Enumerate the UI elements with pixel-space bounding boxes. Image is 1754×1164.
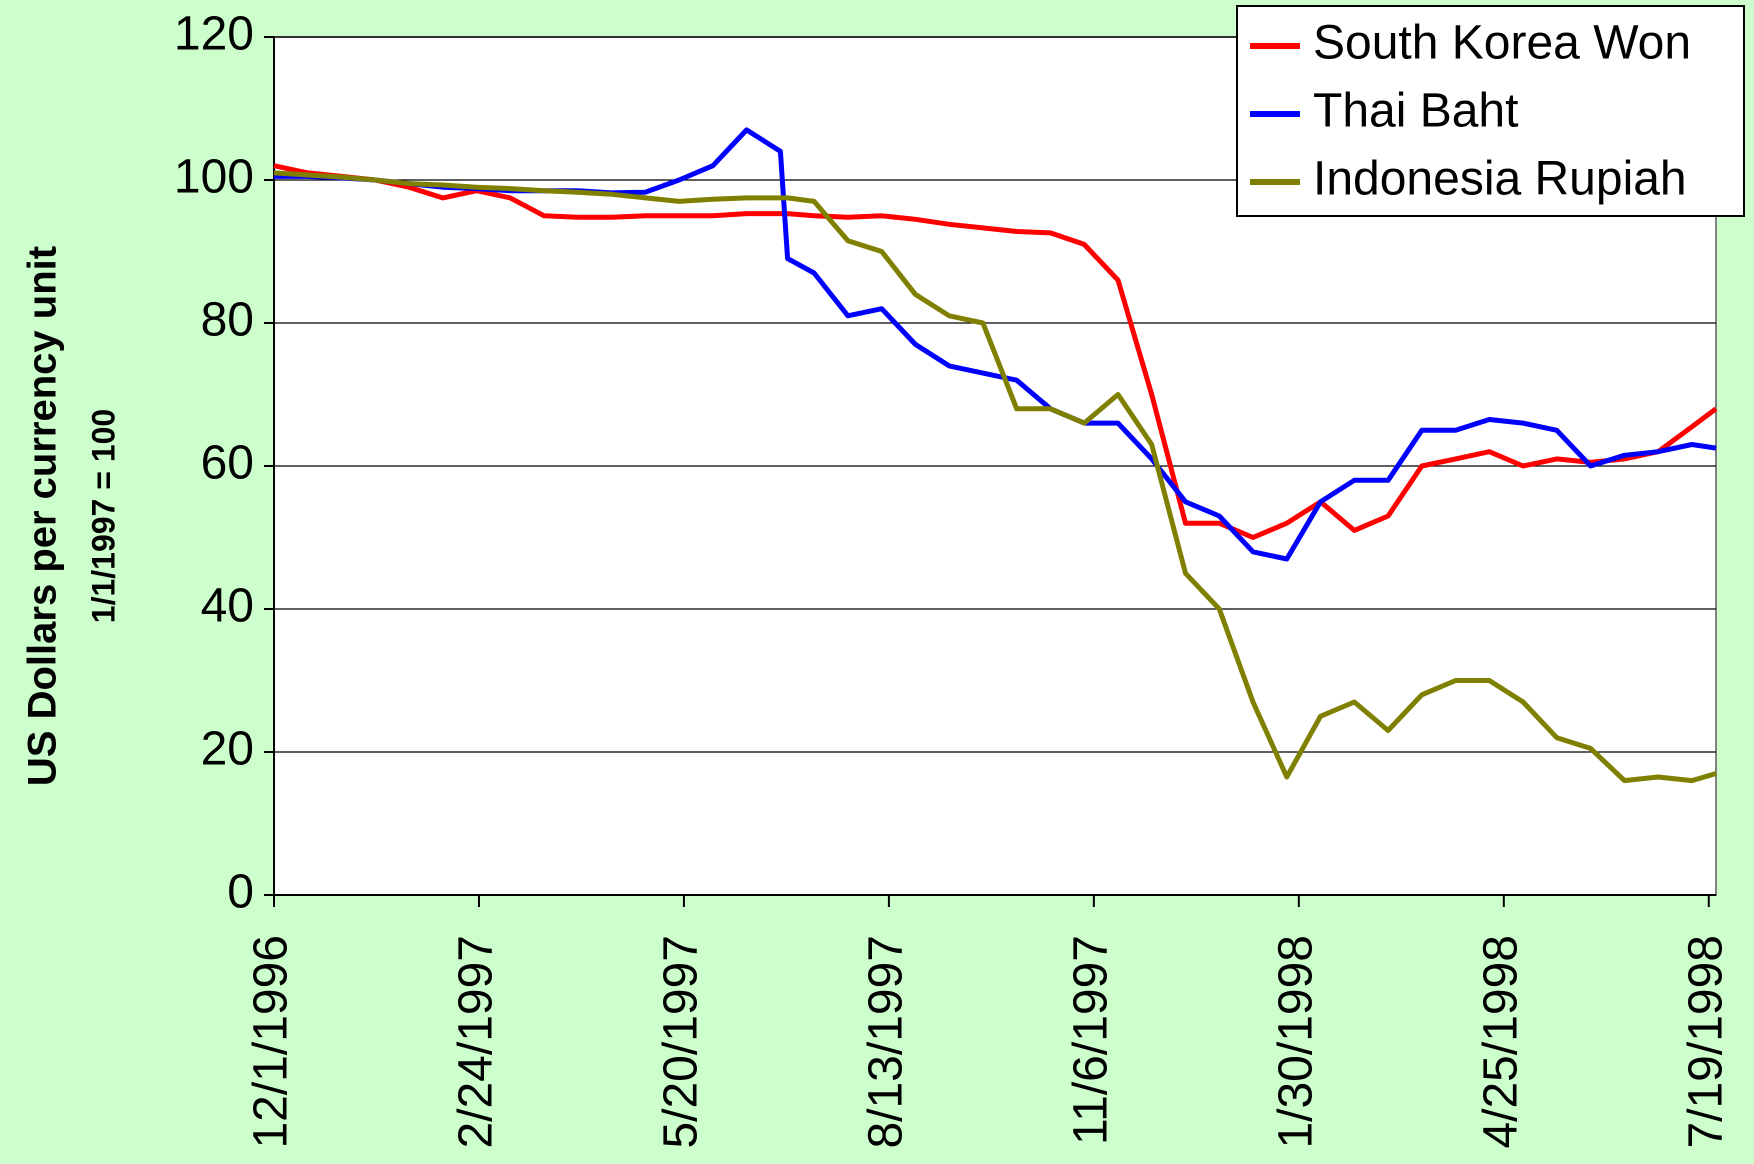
series-line [273,170,1717,784]
x-tick-label: 11/6/1997 [1065,935,1118,1145]
y-tick-label: 20 [201,723,254,776]
x-tick-label: 7/19/1998 [1679,935,1732,1149]
y-tick-label: 80 [201,294,254,347]
x-tick-label: 2/24/1997 [450,935,503,1149]
legend-box [1236,5,1745,217]
y-tick-label: 100 [174,151,254,204]
legend-label: South Korea Won [1313,17,1691,70]
x-tick-label: 8/13/1997 [860,935,913,1149]
y-tick-label: 60 [201,437,254,490]
y-tick-label: 120 [174,8,254,61]
y-axis-label: 1/1/1997 = 100 [85,409,121,623]
x-tick-label: 5/20/1997 [655,935,708,1149]
series-line [273,163,1718,540]
legend: South Korea Won Thai Baht Indonesia Rupiah [1236,5,1745,217]
legend-label: Thai Baht [1313,85,1518,138]
x-tick-label: 1/30/1998 [1270,935,1323,1149]
x-tick-label: 12/1/1996 [245,935,298,1149]
legend-label: Indonesia Rupiah [1313,153,1687,206]
y-tick-label: 40 [201,580,254,633]
x-tick-label: 4/25/1998 [1474,935,1527,1149]
y-tick-label: 0 [227,866,254,919]
y-axis-label: US Dollars per currency unit [21,246,65,786]
